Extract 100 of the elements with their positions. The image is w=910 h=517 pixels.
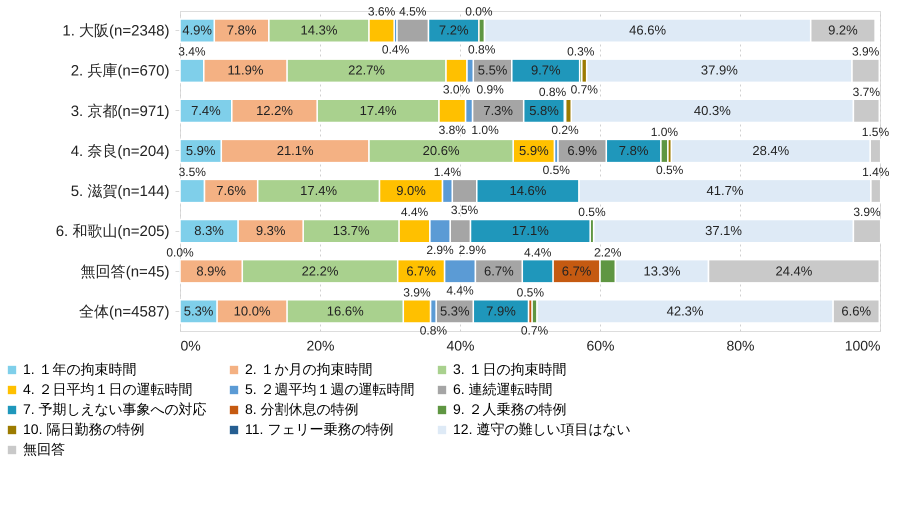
x-tick-label: 80% <box>726 338 755 354</box>
data-label: 0.7% <box>570 82 598 97</box>
data-label: 0.2% <box>551 122 579 137</box>
legend-label: 1. １年の拘束時間 <box>23 361 137 377</box>
data-label: 24.4% <box>775 263 813 278</box>
y-tick-label: 全体(n=4587) <box>79 303 170 320</box>
data-label: 9.3% <box>256 223 286 238</box>
data-label: 4.4% <box>400 205 428 220</box>
data-label: 13.7% <box>332 223 370 238</box>
data-label: 22.2% <box>302 263 339 278</box>
data-label: 14.3% <box>300 22 338 38</box>
data-label: 9.2% <box>828 22 858 38</box>
data-label: 20.6% <box>422 142 460 158</box>
data-label: 16.6% <box>326 303 364 318</box>
data-label: 42.3% <box>666 303 704 318</box>
data-label: 13.3% <box>644 263 681 278</box>
data-label: 2.9% <box>426 243 454 258</box>
data-label: 7.3% <box>483 102 514 118</box>
data-label: 6.9% <box>567 142 598 158</box>
data-label: 9.0% <box>396 183 426 198</box>
y-tick-label: 2. 兵庫(n=670) <box>70 62 170 80</box>
data-label: 2.2% <box>594 245 622 260</box>
data-label: 1.5% <box>862 124 890 139</box>
legend-label: 9. ２人乗務の特例 <box>453 401 567 417</box>
data-label: 0.8% <box>420 323 448 338</box>
legend-label: 2. １か月の拘束時間 <box>245 361 373 377</box>
data-label: 5.3% <box>440 303 470 318</box>
x-tick-label: 60% <box>586 338 615 354</box>
data-label: 37.9% <box>700 62 738 78</box>
data-label: 21.1% <box>276 142 314 158</box>
data-label: 6.7% <box>484 263 514 278</box>
data-label: 11.9% <box>227 62 264 78</box>
data-label: 1.0% <box>650 124 678 139</box>
data-label: 1.0% <box>471 122 500 137</box>
data-label: 41.7% <box>706 183 744 198</box>
data-label: 9.7% <box>530 62 561 78</box>
y-tick-label: 無回答(n=45) <box>80 263 170 280</box>
data-label: 40.3% <box>694 102 732 118</box>
data-label: 22.7% <box>348 62 386 78</box>
x-tick-label: 20% <box>306 338 335 354</box>
y-tick-label: 6. 和歌山(n=205) <box>56 223 170 240</box>
legend-label: 11. フェリー乗務の特例 <box>245 421 394 437</box>
data-label: 5.9% <box>519 142 550 158</box>
legend-label: 5. ２週平均１週の運転時間 <box>245 381 415 397</box>
data-label: 6.7% <box>562 263 592 278</box>
data-label: 8.3% <box>194 223 224 238</box>
data-label: 7.8% <box>226 22 257 38</box>
legend-label: 6. 連続運転時間 <box>453 381 553 397</box>
data-label: 4.4% <box>524 245 552 260</box>
data-label: 17.4% <box>360 102 397 118</box>
data-label: 3.5% <box>450 203 479 218</box>
data-label: 0.0% <box>166 245 194 260</box>
data-label: 7.2% <box>438 22 469 38</box>
data-label: 8.9% <box>196 263 226 278</box>
data-label: 3.9% <box>852 44 880 59</box>
data-label: 0.8% <box>468 42 496 57</box>
data-label: 0.9% <box>476 82 504 97</box>
data-label: 0.8% <box>538 84 566 99</box>
data-label: 28.4% <box>752 142 790 158</box>
legend-label: 4. ２日平均１日の運転時間 <box>23 381 193 397</box>
data-label: 3.9% <box>853 205 882 220</box>
data-label: 12.2% <box>256 102 294 118</box>
x-tick-label: 0% <box>180 338 201 354</box>
data-label: 7.4% <box>191 102 222 118</box>
legend-label: 12. 遵守の難しい項目はない <box>453 421 630 437</box>
legend-label: 8. 分割休息の特例 <box>245 401 359 417</box>
data-label: 3.9% <box>403 285 431 300</box>
data-label: 0.5% <box>516 285 544 300</box>
data-label: 1.4% <box>434 165 462 180</box>
data-label: 3.4% <box>178 44 206 59</box>
data-label: 6.7% <box>406 263 436 278</box>
legend-label: 無回答 <box>23 441 65 457</box>
data-label: 0.0% <box>465 4 493 19</box>
data-label: 17.4% <box>300 183 338 198</box>
legend-label: 3. １日の拘束時間 <box>453 361 567 377</box>
x-tick-label: 100% <box>844 338 880 354</box>
y-tick-label: 1. 大阪(n=2348) <box>62 22 170 40</box>
data-label: 4.4% <box>446 283 474 298</box>
data-label: 5.8% <box>529 102 560 118</box>
data-label: 37.1% <box>705 223 742 238</box>
data-label: 0.4% <box>382 42 410 57</box>
y-tick-label: 3. 京都(n=971) <box>70 102 170 120</box>
data-label: 5.5% <box>478 62 508 78</box>
data-label: 0.7% <box>520 323 549 338</box>
data-label: 0.5% <box>578 205 606 220</box>
y-tick-label: 5. 滋賀(n=144) <box>70 183 170 200</box>
data-label: 7.8% <box>618 142 649 158</box>
data-label: 3.8% <box>438 122 466 137</box>
data-label: 5.9% <box>186 142 216 158</box>
x-tick-label: 40% <box>446 338 475 354</box>
data-label: 0.3% <box>567 44 595 59</box>
data-label: 0.5% <box>656 162 684 177</box>
data-label: 2.9% <box>458 243 486 258</box>
legend-label: 7. 予期しえない事象への対応 <box>23 401 207 417</box>
data-label: 17.1% <box>512 223 550 238</box>
data-label: 3.0% <box>442 82 470 97</box>
data-label: 0.5% <box>542 162 570 177</box>
legend-label: 10. 隔日勤務の特例 <box>23 421 144 437</box>
data-label: 10.0% <box>234 303 271 318</box>
data-label: 3.5% <box>178 165 206 180</box>
